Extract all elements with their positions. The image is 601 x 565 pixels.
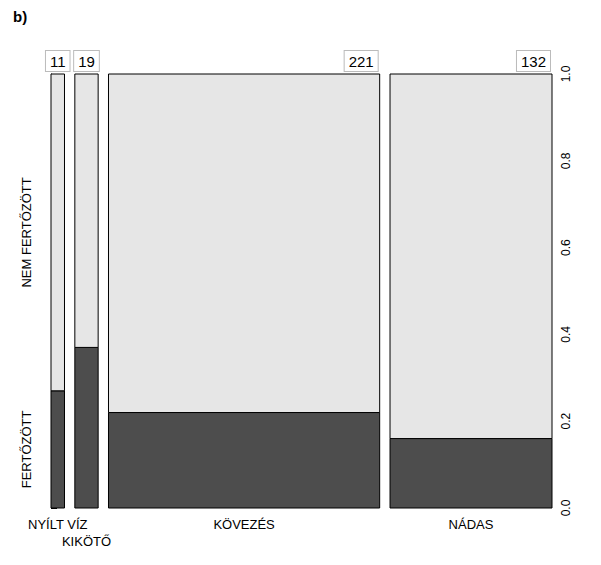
svg-text:KIKÖTŐ: KIKÖTŐ: [62, 534, 111, 549]
svg-text:0.0: 0.0: [559, 499, 573, 516]
svg-text:NÁDAS: NÁDAS: [449, 517, 494, 532]
svg-text:221: 221: [349, 53, 374, 70]
svg-text:1.0: 1.0: [559, 65, 573, 82]
svg-text:0.2: 0.2: [559, 413, 573, 430]
svg-text:132: 132: [521, 53, 546, 70]
svg-text:19: 19: [78, 53, 95, 70]
svg-text:0.4: 0.4: [559, 326, 573, 343]
svg-text:KÖVEZÉS: KÖVEZÉS: [213, 517, 275, 532]
svg-text:NYÍLT VÍZ: NYÍLT VÍZ: [28, 517, 88, 532]
svg-text:0.6: 0.6: [559, 239, 573, 256]
svg-text:11: 11: [50, 53, 66, 70]
svg-text:NEM FERTŐZÖTT: NEM FERTŐZÖTT: [19, 177, 34, 287]
svg-text:0.8: 0.8: [559, 152, 573, 169]
svg-text:b): b): [13, 8, 27, 25]
svg-text:FERTŐZÖTT: FERTŐZÖTT: [19, 410, 34, 488]
